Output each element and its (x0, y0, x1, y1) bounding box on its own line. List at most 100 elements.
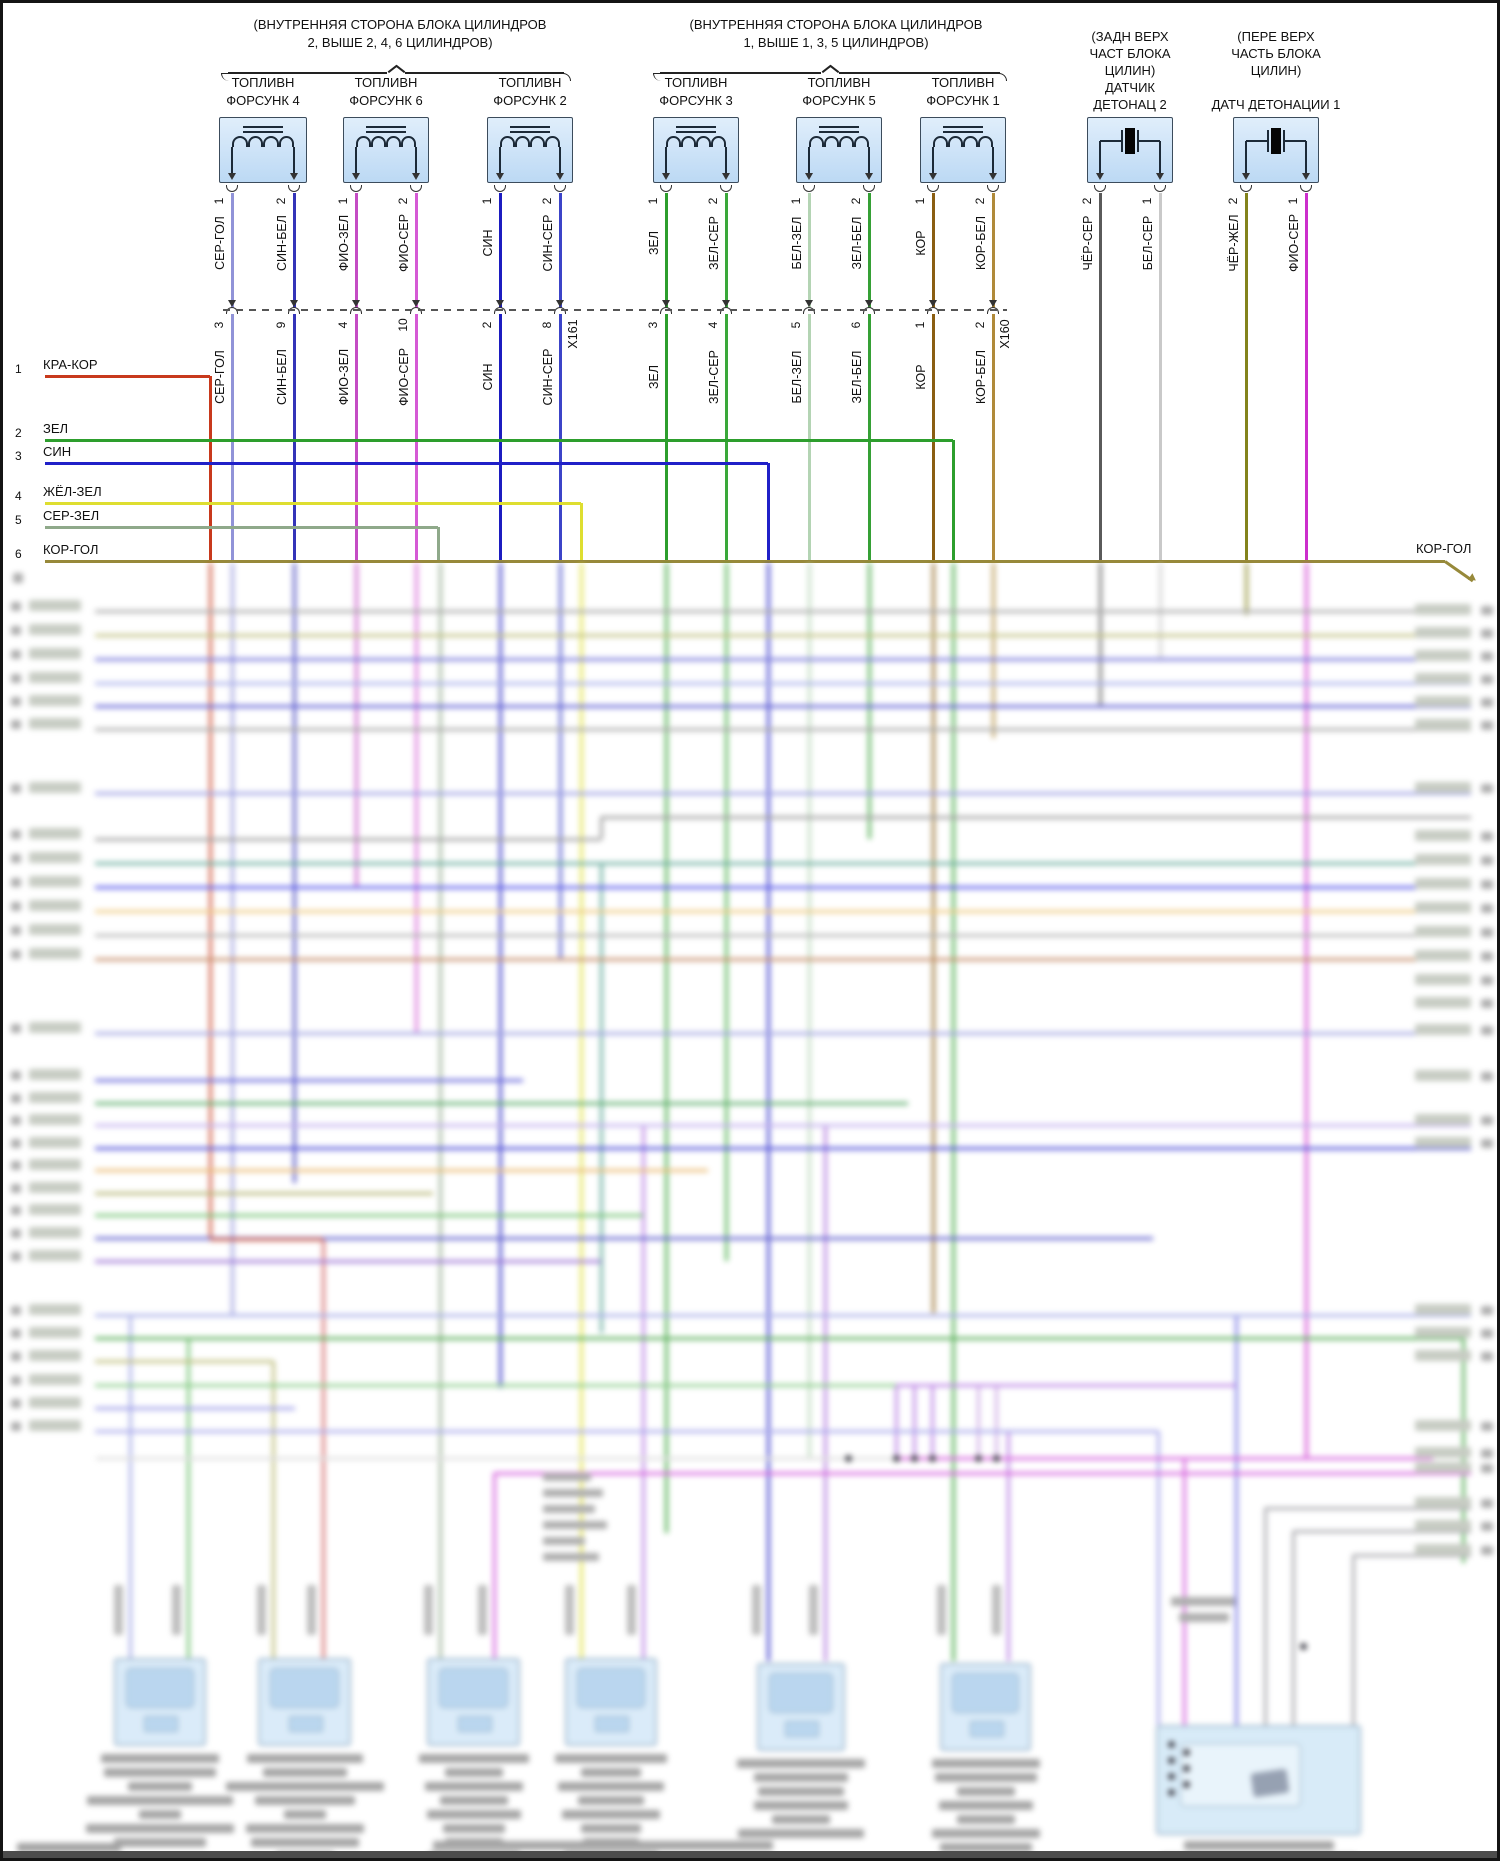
wire-color-label: БЕЛ-ЗЕЛ (790, 351, 804, 404)
row-number: 4 (15, 489, 22, 504)
coil-core-bar (676, 126, 716, 128)
blurred-caption-line (754, 1801, 848, 1810)
blurred-note-line (543, 1473, 591, 1481)
terminal-socket-icon (226, 185, 238, 192)
brace-line (405, 72, 564, 74)
component-label: ЦИЛИН) (1105, 63, 1156, 78)
blurred-caption-line (419, 1754, 529, 1763)
blurred-wire-label (29, 1304, 81, 1315)
blurred-wire-label-right (1415, 627, 1471, 638)
blurred-caption-line (581, 1768, 641, 1777)
terminal-socket-icon (1240, 185, 1252, 192)
blurred-wire-label (29, 876, 81, 887)
blurred-wire-label-right (1415, 830, 1471, 841)
pin-lead (1159, 141, 1161, 174)
blurred-row-number-right (1481, 629, 1493, 638)
coil-arc (948, 136, 963, 147)
group-header: (ВНУТРЕННЯЯ СТОРОНА БЛОКА ЦИЛИНДРОВ (690, 17, 983, 32)
component-label: ТОПЛИВН (499, 75, 562, 90)
blurred-wire-label-right (1415, 902, 1471, 913)
wire-ФИО-СЕР (1305, 193, 1308, 563)
wire-ФИО-СЕР (415, 193, 418, 563)
coil-arc (232, 136, 248, 147)
blurred-wire-horizontal (494, 1472, 1471, 1475)
blurred-wire-horizontal (95, 792, 1471, 795)
component-label: ЧАСТ БЛОКА (1090, 46, 1171, 61)
coil-arc (696, 136, 711, 147)
blurred-wire-label (29, 1227, 81, 1238)
blurred-row-number (11, 674, 21, 683)
row-number: 3 (15, 449, 22, 464)
coil-core-bar (366, 131, 406, 133)
pin-number: 1 (480, 198, 494, 205)
pin-arrow-icon (1302, 173, 1310, 180)
pin-lead (499, 147, 501, 174)
wire-color-label: ЗЕЛ-БЕЛ (850, 351, 864, 404)
blurred-row-number (13, 573, 23, 583)
blurred-row-number-right (1481, 1449, 1493, 1458)
blurred-caption-line (251, 1838, 359, 1847)
terminal-socket-icon (863, 185, 875, 192)
wire-color-label: СЕР-ГОЛ (213, 350, 227, 404)
coil-arc (530, 136, 545, 147)
pin-arrow-icon (496, 173, 504, 180)
stub-wire-label: СЕР-ЗЕЛ (43, 508, 99, 523)
component-label: ФОРСУНК 1 (926, 93, 1000, 108)
coil-core-bar (510, 126, 550, 128)
blurred-wire-vertical (808, 563, 811, 1458)
row-number: 5 (15, 513, 22, 528)
blurred-wire-vertical (932, 563, 935, 1313)
component-label: (ПЕРЕ ВЕРХ (1237, 29, 1314, 44)
pin-number: 2 (540, 198, 554, 205)
blurred-wire-label (29, 1114, 81, 1125)
connector-pin-number: 4 (336, 322, 350, 329)
pin-arrow-icon (412, 173, 420, 180)
connector-pin-number: 9 (274, 322, 288, 329)
blurred-wide-caption (433, 1841, 773, 1850)
blurred-wire-horizontal (210, 1238, 323, 1241)
blurred-caption-line (737, 1759, 865, 1768)
pin-lead (1099, 141, 1101, 174)
terminal-socket-icon (660, 185, 672, 192)
pin-lead (559, 147, 561, 174)
coil-core-bar (819, 126, 859, 128)
sensor-lead (1246, 140, 1268, 142)
stub-wire-label: ЖЁЛ-ЗЕЛ (43, 484, 102, 499)
connector-arrow-icon (352, 300, 360, 307)
stub-wire-label: ЗЕЛ (43, 421, 68, 436)
blurred-pin-label (257, 1585, 266, 1635)
connector-pin-number: 6 (849, 322, 863, 329)
pin-number: 2 (1080, 198, 1094, 205)
blurred-caption-line (1184, 1841, 1334, 1850)
blurred-wire-label-right (1415, 950, 1471, 961)
blurred-wire-horizontal (95, 1192, 433, 1195)
terminal-socket-icon (987, 185, 999, 192)
blurred-wire-horizontal (95, 1314, 1471, 1317)
blurred-row-number (11, 1094, 21, 1103)
pin-number: 1 (646, 198, 660, 205)
blurred-wire-vertical (493, 1473, 496, 1661)
component-label: ФОРСУНК 3 (659, 93, 733, 108)
connector-box-inner (577, 1668, 645, 1708)
blurred-wire-vertical (1157, 1431, 1160, 1725)
pin-number: 1 (1140, 198, 1154, 205)
blurred-pin-label (627, 1585, 636, 1635)
blurred-caption-line (87, 1796, 233, 1805)
connector-arrow-icon (929, 300, 937, 307)
blurred-row-number-right (1481, 1352, 1493, 1361)
blurred-connector-box (258, 1658, 351, 1746)
blurred-row-number-right (1481, 1546, 1493, 1555)
blurred-wire-label (29, 900, 81, 911)
blurred-row-number (11, 1139, 21, 1148)
connector-box-inner (769, 1673, 833, 1713)
component-label: ЦИЛИН) (1251, 63, 1302, 78)
blurred-row-number (11, 1071, 21, 1080)
blurred-row-number (11, 1206, 21, 1215)
coil-core-bar (943, 131, 983, 133)
blurred-wire-label-right (1415, 1327, 1471, 1338)
pin-lead (725, 147, 727, 174)
blurred-wire-label (29, 718, 81, 729)
ecm-dark-detail (1251, 1769, 1290, 1798)
pin-arrow-icon (989, 173, 997, 180)
blurred-row-number-right (1481, 976, 1493, 985)
